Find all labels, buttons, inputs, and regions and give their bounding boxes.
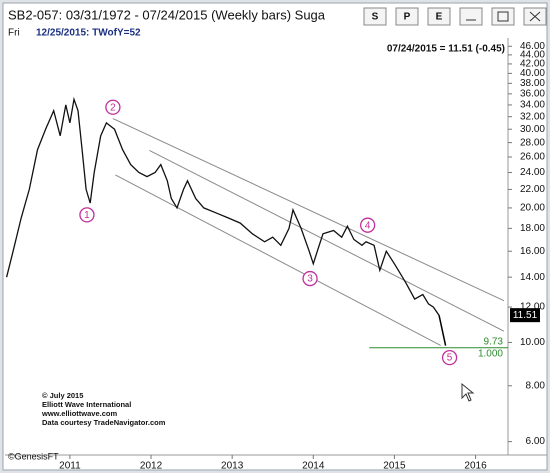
y-tick-label: 46.00 (520, 41, 545, 52)
last-quote: 07/24/2015 = 11.51 (-0.45) (387, 44, 505, 55)
y-tick-label: 26.00 (520, 152, 545, 163)
y-tick-label: 16.00 (520, 246, 545, 257)
credit-line: Elliott Wave International (42, 400, 131, 409)
wave-marker (441, 349, 458, 366)
y-tick-label: 28.00 (520, 137, 545, 148)
y-tick-label: 20.00 (520, 203, 545, 214)
button-label[interactable]: P (404, 12, 411, 23)
button-label[interactable]: E (436, 12, 443, 23)
y-tick-label: 32.00 (520, 111, 545, 122)
y-tick-label: 14.00 (520, 272, 545, 283)
y-tick-label: 34.00 (520, 100, 545, 111)
last-price-label: 11.51 (513, 310, 538, 321)
ratio-label: 1.000 (478, 348, 503, 359)
chart-title: SB2-057: 03/31/1972 - 07/24/2015 (Weekly… (8, 7, 326, 22)
button[interactable] (427, 7, 451, 26)
y-tick-label: 40.00 (520, 68, 545, 79)
wave-marker (302, 270, 318, 287)
wave-marker (105, 99, 121, 115)
x-tick-label: 2011 (59, 461, 81, 472)
channel-line (115, 174, 441, 346)
target-label: 9.73 (484, 336, 504, 347)
wave-label: 2 (110, 102, 116, 113)
wave-marker (359, 217, 376, 233)
y-tick-label: 8.00 (526, 380, 546, 391)
y-tick-label: 6.00 (526, 436, 546, 447)
y-tick-label: 36.00 (520, 88, 545, 99)
wave-marker (79, 207, 95, 223)
credit-line: © July 2015 (42, 391, 83, 400)
x-tick-label: 2016 (464, 461, 487, 472)
y-tick-label: 44.00 (520, 50, 545, 61)
y-tick-label: 24.00 (520, 167, 545, 178)
wave-label: 1 (84, 210, 90, 221)
toolbar: S P E (363, 7, 547, 26)
y-tick-label: 12.00 (520, 302, 545, 313)
icon (529, 11, 541, 22)
y-tick-label: 10.00 (520, 337, 545, 348)
cursor (461, 382, 475, 402)
day-label: Fri (8, 28, 20, 39)
credit-line: www.elliottwave.com (41, 409, 117, 418)
x-tick-label: 2014 (302, 461, 325, 472)
button[interactable] (395, 7, 419, 26)
minimize-button[interactable] (459, 7, 483, 26)
y-tick-label: 22.00 (520, 184, 545, 195)
wave-label: 5 (447, 353, 453, 364)
y-tick-label: 18.00 (520, 223, 545, 234)
subtitle: 12/25/2015: TWofY=52 (36, 28, 141, 39)
maximize-button[interactable] (491, 7, 515, 26)
button-label[interactable]: S (372, 12, 379, 23)
x-tick-label: 2013 (221, 461, 244, 472)
x-tick-label: 2012 (140, 461, 163, 472)
y-tick-label: 42.00 (520, 59, 545, 70)
y-tick-label: 30.00 (520, 124, 545, 135)
wave-label: 4 (365, 220, 371, 231)
button[interactable] (363, 7, 387, 26)
last-price-box (510, 308, 540, 323)
forecast-arrow (438, 315, 447, 346)
credit-line: Data courtesy TradeNavigator.com (42, 418, 166, 427)
channel-line (149, 149, 505, 332)
y-tick-label: 38.00 (520, 78, 545, 89)
price-line (5, 96, 440, 316)
source: ©GenesisFT (8, 451, 59, 461)
channel-line (112, 118, 505, 302)
wave-label: 3 (307, 274, 313, 285)
icon (497, 11, 509, 22)
x-tick-label: 2015 (383, 461, 406, 472)
